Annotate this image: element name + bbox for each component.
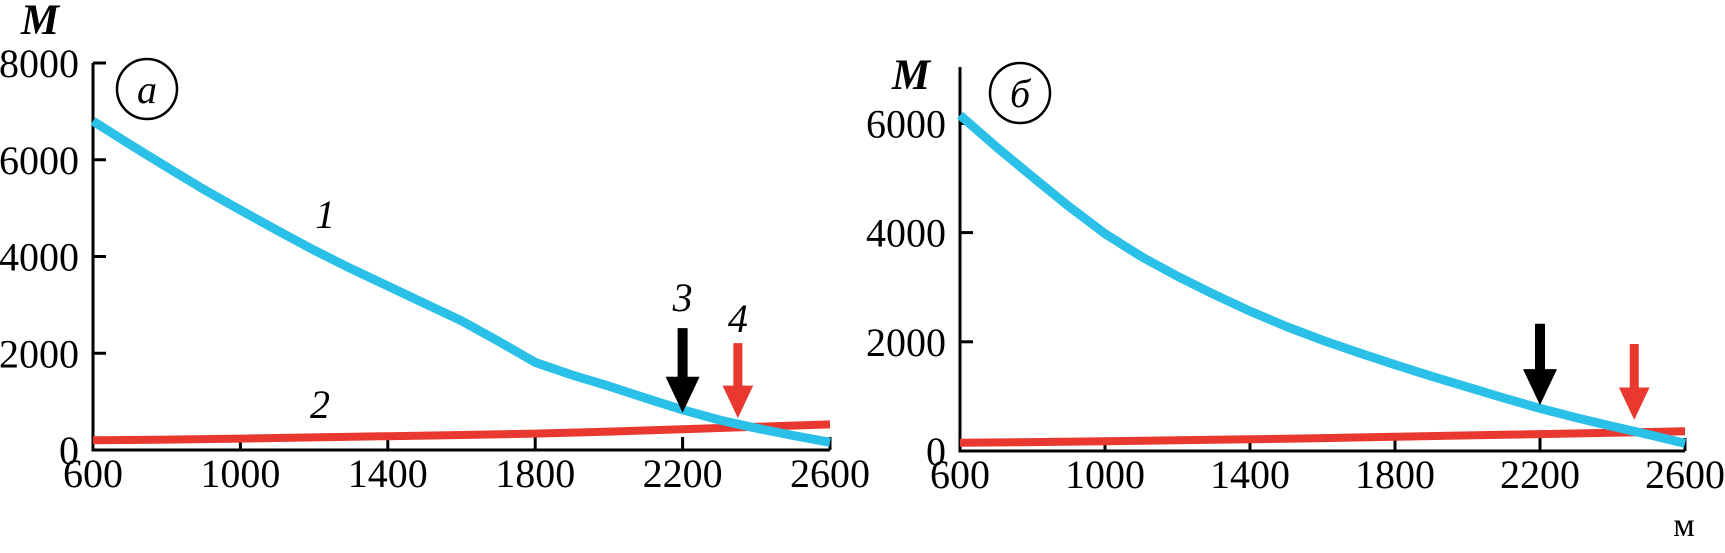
x-tick-label: 1800 xyxy=(1355,452,1435,497)
arrow-head xyxy=(1523,369,1557,406)
x-tick-label: 2200 xyxy=(643,451,723,496)
series-1-label: 1 xyxy=(315,192,335,237)
arrow-label: 3 xyxy=(672,275,693,320)
arrow-head xyxy=(665,376,700,413)
x-tick-label: 600 xyxy=(63,451,123,496)
y-tick-label: 0 xyxy=(59,428,79,473)
arrow-label: 4 xyxy=(728,296,748,341)
series-1-line xyxy=(90,117,831,447)
y-tick-label: 4000 xyxy=(866,211,946,256)
panel-letter: a xyxy=(137,67,157,112)
axes xyxy=(958,67,1685,453)
x-tick-label: 2600 xyxy=(790,451,870,496)
x-tick-label: 1400 xyxy=(348,451,428,496)
panel-letter-circle xyxy=(115,57,179,121)
series-2-line xyxy=(959,427,1686,447)
x-tick-label: 2200 xyxy=(1500,452,1580,497)
x-tick-label: 1000 xyxy=(200,451,280,496)
y-tick-label: 2000 xyxy=(866,320,946,365)
x-tick-label: 1400 xyxy=(1210,452,1290,497)
arrow-head xyxy=(1618,387,1650,420)
arrow-head xyxy=(722,385,754,419)
series-2-label: 2 xyxy=(310,382,330,427)
y-tick-label: 8000 xyxy=(0,41,79,86)
x-tick-label: 1000 xyxy=(1065,452,1145,497)
y-tick-label: 6000 xyxy=(0,138,79,183)
series-2-line xyxy=(92,420,831,445)
x-tick-label: 2600 xyxy=(1645,452,1725,497)
x-tick-label: 600 xyxy=(930,452,990,497)
x-tick-label: 1800 xyxy=(495,451,575,496)
y-tick-label: 2000 xyxy=(0,331,79,376)
y-tick-label: 4000 xyxy=(0,235,79,280)
axes xyxy=(91,63,830,452)
panel-b: 0 2000 4000 6000 600 1000 1400 1800 2200 2600 Mм б xyxy=(866,52,1725,544)
panel-a: 0 2000 4000 6000 8000 600 1000 1400 1800 2200 2600… xyxy=(0,0,870,496)
panel-letter: б xyxy=(1010,71,1032,116)
panel-letter-circle xyxy=(988,61,1052,125)
series-1-line xyxy=(957,111,1687,448)
y-tick-label: 6000 xyxy=(866,101,946,146)
x-axis-label: м xyxy=(1673,507,1695,544)
y-axis-label: M xyxy=(20,0,61,44)
y-tick-label: 0 xyxy=(926,429,946,474)
y-axis-label: M xyxy=(891,52,932,99)
